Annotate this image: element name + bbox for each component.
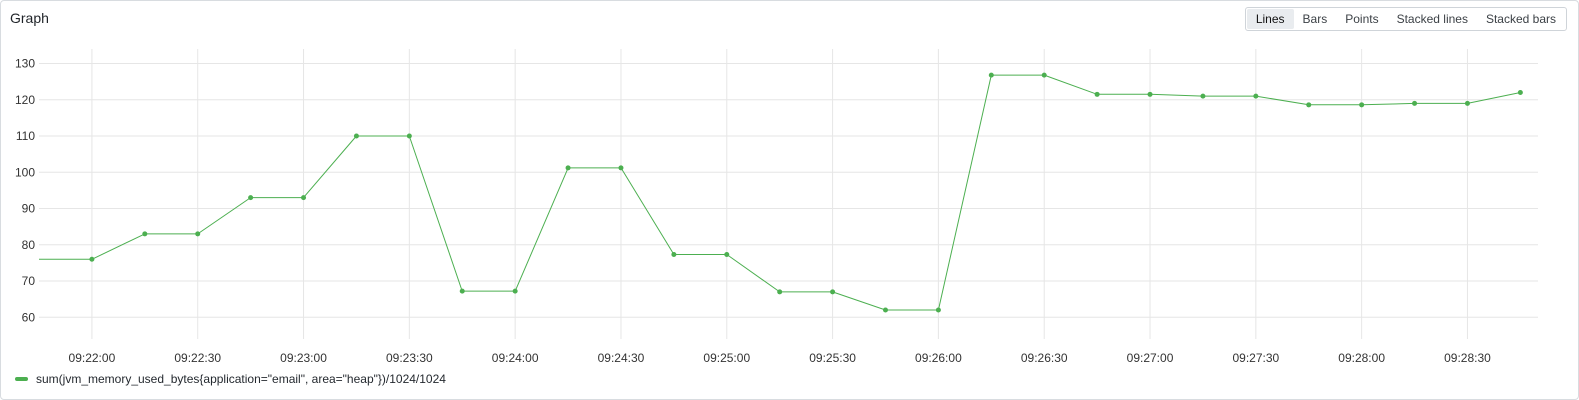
data-point [988,72,994,78]
y-tick-label: 120 [15,93,35,107]
y-axis-ticks: 60 70 80 90 100 110 120 130 [15,57,35,325]
data-point [1094,91,1100,97]
data-point [1306,102,1312,108]
x-tick-label: 09:25:30 [809,351,856,365]
data-point [406,133,412,139]
data-point [671,252,677,258]
x-tick-label: 09:26:30 [1021,351,1068,365]
data-point [142,231,148,237]
legend-swatch [15,377,28,381]
legend-label: sum(jvm_memory_used_bytes{application="e… [36,372,446,386]
series-line [39,74,1521,311]
x-tick-label: 09:24:00 [492,351,539,365]
data-point [565,165,571,171]
data-point [1253,93,1259,99]
series-layer [39,72,1523,313]
data-point [1359,102,1365,108]
y-tick-label: 130 [15,57,35,71]
grid [39,49,1538,339]
x-tick-label: 09:28:30 [1444,351,1491,365]
x-tick-label: 09:23:30 [386,351,433,365]
viz-option-lines[interactable]: Lines [1246,9,1294,29]
data-point [1412,100,1418,106]
y-tick-label: 110 [16,129,35,143]
data-point [1517,90,1523,95]
y-tick-label: 100 [15,165,35,179]
y-tick-label: 80 [22,238,36,252]
data-point [89,256,95,262]
x-tick-label: 09:27:30 [1232,351,1279,365]
x-tick-label: 09:23:00 [280,351,327,365]
data-point [618,165,624,171]
y-tick-label: 90 [22,202,36,216]
data-point [1200,93,1206,99]
x-tick-label: 09:24:30 [598,351,645,365]
x-tick-label: 09:25:00 [703,351,750,365]
x-tick-label: 09:27:00 [1127,351,1174,365]
data-point [353,133,359,139]
y-tick-label: 70 [22,274,36,288]
x-tick-label: 09:22:00 [69,351,116,365]
data-point [301,195,307,201]
legend-item[interactable]: sum(jvm_memory_used_bytes{application="e… [15,372,446,386]
x-tick-label: 09:26:00 [915,351,962,365]
data-point [777,289,783,295]
data-point [830,289,836,295]
visualization-type-toggle: Lines Bars Points Stacked lines Stacked … [1244,7,1567,31]
viz-option-stacked-lines[interactable]: Stacked lines [1396,12,1468,26]
data-point [459,288,465,294]
x-tick-label: 09:28:00 [1338,351,1385,365]
data-point [1464,100,1470,106]
data-point [248,195,254,201]
data-point [882,307,888,313]
data-point [1041,72,1047,78]
viz-option-bars[interactable]: Bars [1302,12,1328,26]
data-point [512,288,518,294]
panel-title: Graph [10,10,49,26]
data-point [195,231,201,237]
x-tick-label: 09:22:30 [174,351,221,365]
data-point [935,307,941,313]
viz-option-points[interactable]: Points [1345,12,1379,26]
data-point [724,252,730,258]
y-tick-label: 60 [22,310,36,324]
x-axis-ticks: 09:22:00 09:22:30 09:23:00 09:23:30 09:24:00… [69,351,1492,365]
data-point [1147,91,1153,97]
viz-option-stacked-bars[interactable]: Stacked bars [1485,12,1556,26]
